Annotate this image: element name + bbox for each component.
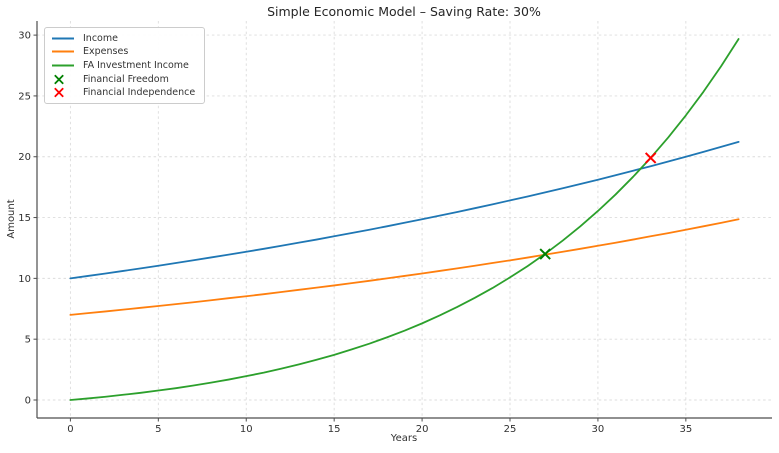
x-tick-label: 30 [592,424,605,435]
marker-financial-independence [644,152,657,164]
legend-item-income: Income [50,32,195,45]
legend: Income Expenses FA Investment Income Financ… [44,27,206,104]
y-tick-label: 0 [25,395,31,406]
line-expenses [69,218,740,316]
y-tick-label: 25 [18,91,31,102]
legend-label: Financial Freedom [83,73,169,85]
x-tick-label: 15 [328,424,341,435]
x-tick-label: 25 [504,424,517,435]
legend-item-financial-independence: Financial Independence [50,86,195,99]
legend-label: Financial Independence [83,87,196,99]
line-fa-investment-income [69,38,740,401]
y-tick-label: 15 [18,213,31,224]
legend-label: Income [83,32,118,44]
line-income [69,141,740,280]
legend-item-financial-freedom: Financial Freedom [50,73,195,86]
y-tick-label: 20 [18,152,31,163]
y-tick-label: 10 [18,274,31,285]
x-tick-label: 35 [679,424,692,435]
y-tick-label: 30 [18,31,31,42]
y-axis-label: Amount [6,199,17,238]
legend-item-expenses: Expenses [50,46,195,59]
legend-line-swatch [50,33,76,44]
legend-label: FA Investment Income [83,59,189,71]
marker-financial-freedom [539,248,551,260]
chart-title: Simple Economic Model – Saving Rate: 30% [267,4,541,19]
x-axis-label: Years [390,433,417,444]
x-tick-label: 10 [240,424,253,435]
y-tick-label: 5 [25,335,31,346]
x-marker-icon [50,74,76,85]
x-marker-stroke [644,152,657,164]
legend-line-swatch [50,46,76,57]
x-tick-label: 0 [67,424,73,435]
plot-area: 0 5 10 15 20 25 30 35 0 5 10 15 20 25 30 [18,21,772,435]
x-tick-label: 20 [416,424,429,435]
x-tick-label: 5 [155,424,161,435]
x-marker-icon [50,87,76,98]
legend-line-swatch [50,60,76,71]
legend-item-fa-investment-income: FA Investment Income [50,59,195,72]
legend-label: Expenses [83,46,129,58]
axis-ticks: 0 5 10 15 20 25 30 35 0 5 10 15 20 25 30 [18,31,692,435]
x-marker-stroke [539,248,551,260]
